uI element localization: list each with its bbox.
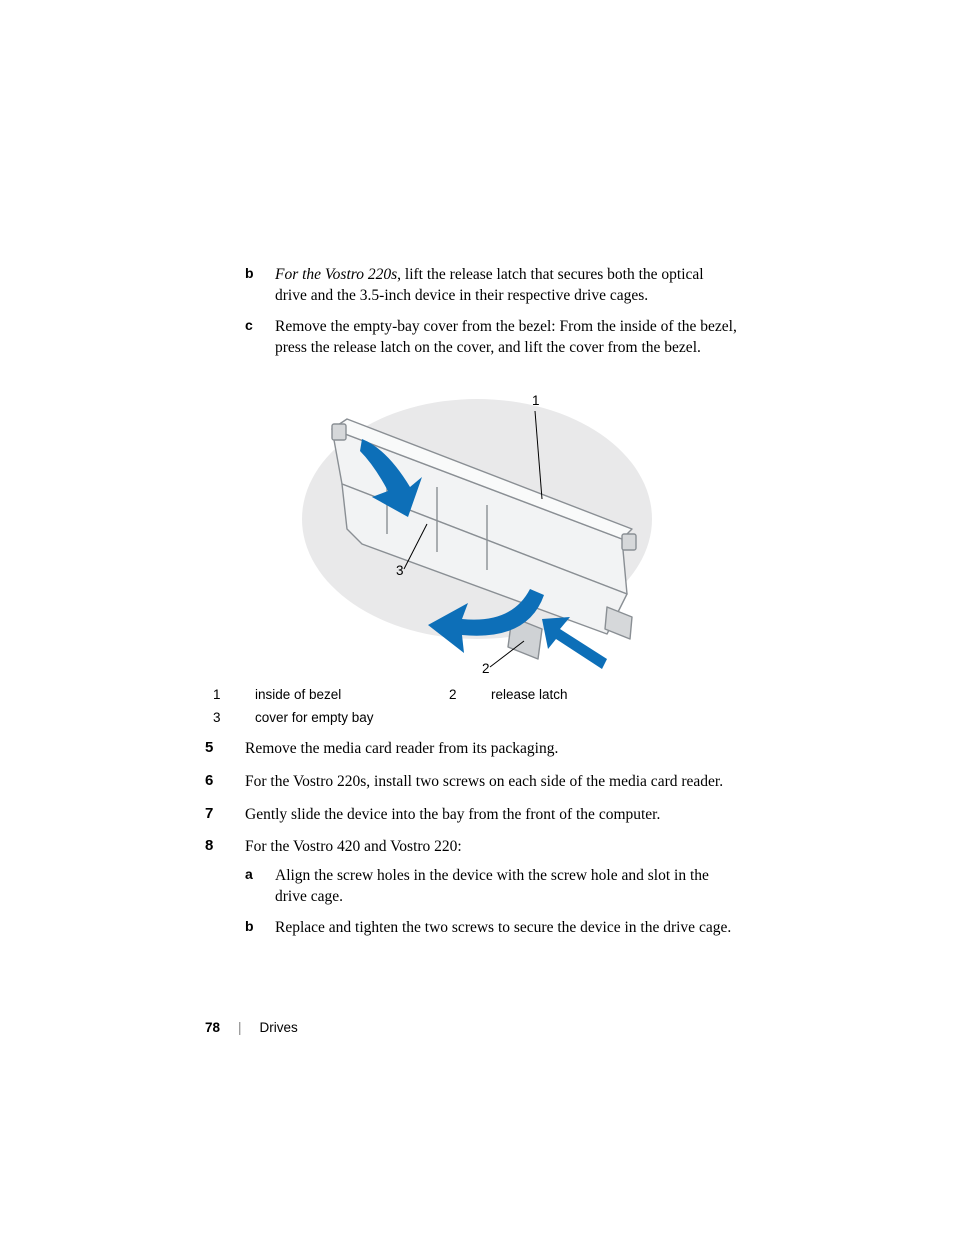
sub-step-list-8: a Align the screw holes in the device wi…: [245, 866, 739, 939]
legend-text: cover for empty bay: [255, 710, 425, 725]
sub-step-8b: b Replace and tighten the two screws to …: [245, 918, 739, 939]
step-5: 5 Remove the media card reader from its …: [205, 739, 739, 760]
sub-step-marker: b: [245, 265, 275, 307]
sub-step-b: b For the Vostro 220s, lift the release …: [245, 265, 739, 307]
legend-text: inside of bezel: [255, 687, 425, 702]
model-name: For the Vostro 220s: [275, 266, 397, 283]
legend-num: 2: [449, 687, 467, 702]
callout-1: 1: [532, 393, 540, 408]
step-text: For the Vostro 420 and Vostro 220:: [245, 837, 739, 858]
sub-step-body: For the Vostro 220s, lift the release la…: [275, 265, 739, 307]
sub-step-marker: b: [245, 918, 275, 939]
legend-num: 1: [213, 687, 231, 702]
step-text: Remove the media card reader from its pa…: [245, 739, 739, 760]
footer-section: Drives: [260, 1020, 298, 1035]
sub-step-text: Align the screw holes in the device with…: [275, 866, 739, 908]
step-marker: 5: [205, 739, 245, 760]
callout-3: 3: [396, 563, 404, 578]
footer-separator: |: [238, 1020, 242, 1035]
sub-step-c: c Remove the empty-bay cover from the be…: [245, 317, 739, 359]
callout-2: 2: [482, 661, 490, 676]
step-8: 8 For the Vostro 420 and Vostro 220:: [205, 837, 739, 858]
step-text: For the Vostro 220s, install two screws …: [245, 772, 739, 793]
step-text: Gently slide the device into the bay fro…: [245, 805, 739, 826]
legend-num: 3: [213, 710, 231, 725]
legend-text: release latch: [491, 687, 661, 702]
step-7: 7 Gently slide the device into the bay f…: [205, 805, 739, 826]
sub-step-text: Remove the empty-bay cover from the beze…: [275, 317, 739, 359]
step-6: 6 For the Vostro 220s, install two screw…: [205, 772, 739, 793]
page-number: 78: [205, 1020, 220, 1035]
step-marker: 6: [205, 772, 245, 793]
sub-step-marker: c: [245, 317, 275, 359]
bezel-diagram: 1 3 2: [205, 369, 739, 679]
page-footer: 78 | Drives: [205, 1020, 298, 1035]
page: b For the Vostro 220s, lift the release …: [0, 0, 954, 1235]
sub-step-list-top: b For the Vostro 220s, lift the release …: [245, 265, 739, 359]
sub-step-8a: a Align the screw holes in the device wi…: [245, 866, 739, 908]
step-marker: 7: [205, 805, 245, 826]
figure-legend: 1 inside of bezel 2 release latch 3 cove…: [213, 687, 739, 725]
step-list: 5 Remove the media card reader from its …: [205, 739, 739, 939]
sub-step-text: Replace and tighten the two screws to se…: [275, 918, 739, 939]
sub-step-marker: a: [245, 866, 275, 908]
step-marker: 8: [205, 837, 245, 858]
